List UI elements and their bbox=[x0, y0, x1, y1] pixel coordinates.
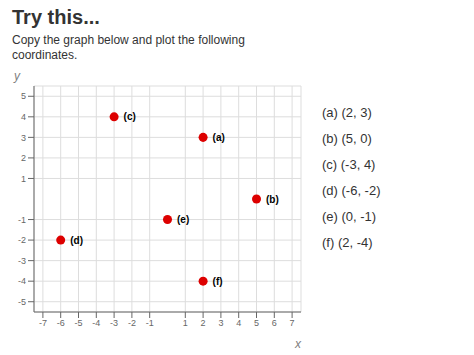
svg-text:(c): (c) bbox=[124, 111, 136, 122]
svg-text:-5: -5 bbox=[18, 297, 26, 307]
svg-text:-4: -4 bbox=[92, 318, 100, 328]
svg-text:4: 4 bbox=[236, 318, 241, 328]
svg-text:5: 5 bbox=[21, 91, 26, 101]
svg-text:4: 4 bbox=[21, 112, 26, 122]
svg-text:(b): (b) bbox=[266, 194, 279, 205]
svg-text:5: 5 bbox=[254, 318, 259, 328]
svg-text:1: 1 bbox=[21, 174, 26, 184]
svg-text:-1: -1 bbox=[18, 215, 26, 225]
svg-text:(a): (a) bbox=[213, 132, 225, 143]
svg-text:3: 3 bbox=[21, 133, 26, 143]
svg-text:-5: -5 bbox=[74, 318, 82, 328]
html-text:Copy the graph below and plot: Copy the graph below and plot the follow… bbox=[12, 33, 245, 47]
svg-text:2: 2 bbox=[201, 318, 206, 328]
svg-text:3: 3 bbox=[218, 318, 223, 328]
svg-text:-2: -2 bbox=[18, 235, 26, 245]
svg-text:(f): (f) bbox=[213, 276, 223, 287]
svg-text:7: 7 bbox=[290, 318, 295, 328]
svg-text:2: 2 bbox=[21, 153, 26, 163]
svg-text:-1: -1 bbox=[146, 318, 154, 328]
svg-text:x: x bbox=[294, 337, 302, 351]
svg-text:-3: -3 bbox=[18, 256, 26, 266]
svg-text:6: 6 bbox=[272, 318, 277, 328]
svg-text:-2: -2 bbox=[128, 318, 136, 328]
svg-text:1: 1 bbox=[183, 318, 188, 328]
svg-text:-3: -3 bbox=[110, 318, 118, 328]
svg-text:-4: -4 bbox=[18, 276, 26, 286]
svg-text:(d): (d) bbox=[70, 235, 83, 246]
html-text:(f) (2, -4): (f) (2, -4) bbox=[322, 235, 373, 250]
html-text:(b) (5, 0): (b) (5, 0) bbox=[322, 131, 372, 146]
html-text:(c) (-3, 4): (c) (-3, 4) bbox=[322, 157, 376, 172]
html-text:Try this...: Try this... bbox=[12, 6, 100, 28]
html-text:(e) (0, -1): (e) (0, -1) bbox=[322, 209, 377, 224]
html-text:(d) (-6, -2): (d) (-6, -2) bbox=[322, 183, 381, 198]
svg-text:-7: -7 bbox=[39, 318, 47, 328]
html-text:(a) (2, 3): (a) (2, 3) bbox=[322, 105, 372, 120]
svg-text:-6: -6 bbox=[57, 318, 65, 328]
html-text:coordinates.: coordinates. bbox=[12, 48, 78, 62]
svg-text:y: y bbox=[13, 69, 21, 83]
svg-text:(e): (e) bbox=[177, 214, 189, 225]
